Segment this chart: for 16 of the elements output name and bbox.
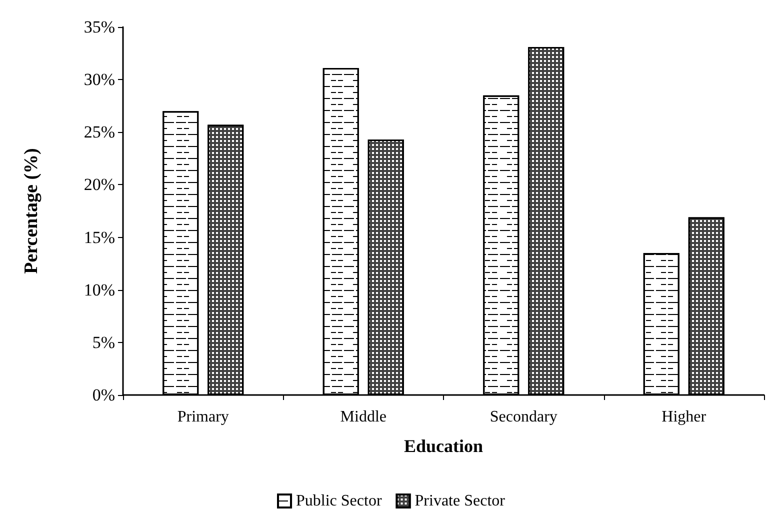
x-tick-label: Secondary [490, 408, 558, 426]
y-tick-label: 35% [84, 18, 115, 36]
y-tick-label: 15% [84, 228, 115, 247]
legend-label: Public Sector [296, 492, 382, 510]
y-tick-label: 5% [92, 332, 115, 352]
y-tick-label: 25% [84, 122, 115, 142]
x-tick-label: Primary [177, 408, 229, 426]
y-tick-label: 0% [92, 386, 115, 404]
x-tick-label: Higher [662, 408, 707, 426]
y-tick-label: 30% [84, 70, 115, 90]
legend-label: Private Sector [414, 492, 506, 510]
y-tick-label: 10% [84, 280, 115, 300]
y-axis-title: Percentage (%) [21, 148, 42, 274]
x-axis-title: Education [404, 436, 484, 456]
x-tick-label: Middle [340, 408, 386, 426]
y-tick-label: 20% [84, 175, 115, 194]
